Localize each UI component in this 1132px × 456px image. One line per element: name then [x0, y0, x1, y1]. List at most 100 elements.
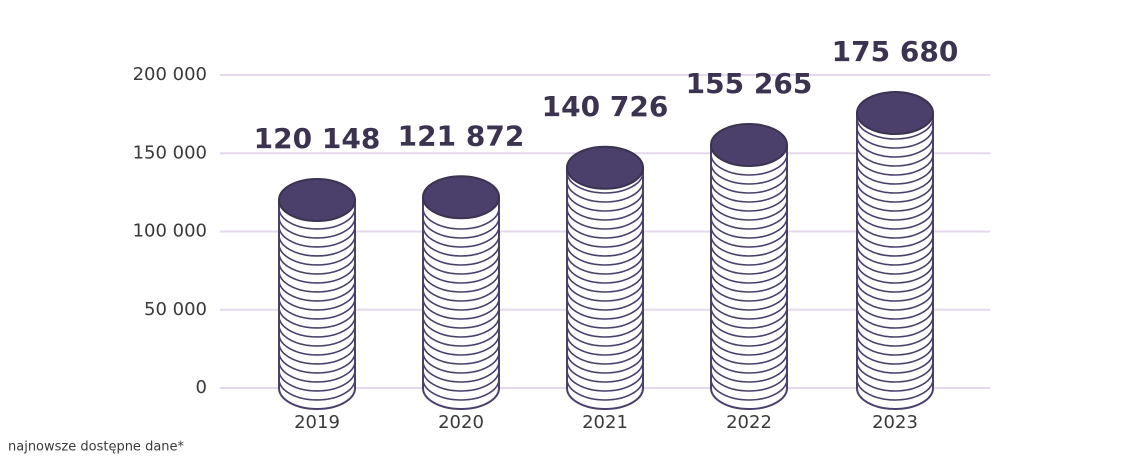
coin-edge: [856, 333, 934, 356]
coin-edge: [278, 279, 356, 302]
coin-edge: [278, 288, 356, 311]
coin-edge: [422, 261, 500, 284]
coin-edge: [710, 279, 788, 302]
coin-edge: [566, 297, 644, 320]
coin-edge: [566, 189, 644, 212]
coin-edge: [856, 243, 934, 266]
coin-edge: [278, 351, 356, 374]
value-label: 175 680: [832, 35, 959, 68]
coin-edge: [566, 378, 644, 401]
coin-edge: [422, 207, 500, 230]
coin-stack: [566, 145, 644, 410]
coin-edge: [710, 207, 788, 230]
coin-edge: [422, 243, 500, 266]
coin-edge: [566, 279, 644, 302]
coin-edge: [422, 279, 500, 302]
coin-edge: [422, 225, 500, 248]
value-label: 155 265: [686, 67, 813, 100]
coin-edge: [856, 315, 934, 338]
coin-edge: [710, 171, 788, 194]
coin-edge: [422, 306, 500, 329]
coin-edge: [422, 342, 500, 365]
coin-edge: [422, 315, 500, 338]
coin-edge: [422, 351, 500, 374]
coin-edge: [856, 270, 934, 293]
coin-edge: [422, 252, 500, 275]
coin-edge: [566, 180, 644, 203]
x-tick-label: 2019: [294, 412, 340, 433]
coin-edge: [856, 180, 934, 203]
x-tick-label: 2022: [726, 412, 772, 433]
coin-edge: [710, 243, 788, 266]
coin-edge: [566, 306, 644, 329]
coin-edge: [856, 252, 934, 275]
coin-edge: [278, 333, 356, 356]
coin-edge: [856, 279, 934, 302]
y-tick-label: 100 000: [133, 221, 207, 242]
coin-edge: [566, 342, 644, 365]
coin-edge: [710, 261, 788, 284]
coin-edge: [566, 207, 644, 230]
coin-edge: [422, 234, 500, 257]
coin-edge: [566, 243, 644, 266]
coin-top: [278, 177, 356, 222]
y-tick-label: 0: [196, 377, 207, 398]
coin-edge: [710, 225, 788, 248]
coin-edge: [710, 324, 788, 347]
coin-edge: [278, 324, 356, 347]
coin-edge: [856, 342, 934, 365]
coin-edge: [566, 252, 644, 275]
coin-edge: [710, 369, 788, 392]
coin-edge: [566, 360, 644, 383]
coin-edge: [278, 234, 356, 257]
coin-edge: [566, 351, 644, 374]
coin-stack: [422, 175, 500, 410]
coin-top: [856, 91, 934, 136]
coin-edge: [856, 288, 934, 311]
coin-stack: [856, 91, 934, 410]
coin-edge: [710, 288, 788, 311]
coin-edge: [710, 333, 788, 356]
coin-edge: [856, 324, 934, 347]
coin-edge: [710, 342, 788, 365]
coin-edge: [566, 324, 644, 347]
coin-edge: [856, 126, 934, 149]
coin-edge: [422, 333, 500, 356]
value-label: 140 726: [542, 90, 669, 123]
coin-body: [566, 166, 644, 410]
coin-edge: [422, 297, 500, 320]
coin-edge: [856, 225, 934, 248]
coin-edge: [710, 198, 788, 221]
coin-edge: [566, 288, 644, 311]
coin-edge: [566, 333, 644, 356]
coin-edge: [710, 297, 788, 320]
coin-edge: [710, 234, 788, 257]
coin-edge: [856, 216, 934, 239]
coin-edge: [422, 369, 500, 392]
coin-edge: [856, 207, 934, 230]
coin-edge: [278, 306, 356, 329]
y-tick-label: 200 000: [133, 64, 207, 85]
coin-edge: [566, 171, 644, 194]
coin-edge: [422, 270, 500, 293]
coin-edge: [710, 306, 788, 329]
coin-edge: [422, 288, 500, 311]
x-tick-label: 2023: [872, 412, 918, 433]
coin-edge: [422, 360, 500, 383]
coin-edge: [278, 216, 356, 239]
coin-edge: [856, 153, 934, 176]
coin-edge: [566, 261, 644, 284]
coin-edge: [710, 216, 788, 239]
coin-edge: [566, 225, 644, 248]
coin-top: [710, 123, 788, 168]
coin-edge: [566, 216, 644, 239]
coin-edge: [856, 261, 934, 284]
coin-edge: [710, 360, 788, 383]
coin-edge: [278, 261, 356, 284]
coin-edge: [710, 162, 788, 185]
coin-edge: [710, 315, 788, 338]
y-tick-label: 150 000: [133, 142, 207, 163]
x-tick-label: 2020: [438, 412, 484, 433]
coin-edge: [422, 324, 500, 347]
coin-edge: [278, 207, 356, 230]
